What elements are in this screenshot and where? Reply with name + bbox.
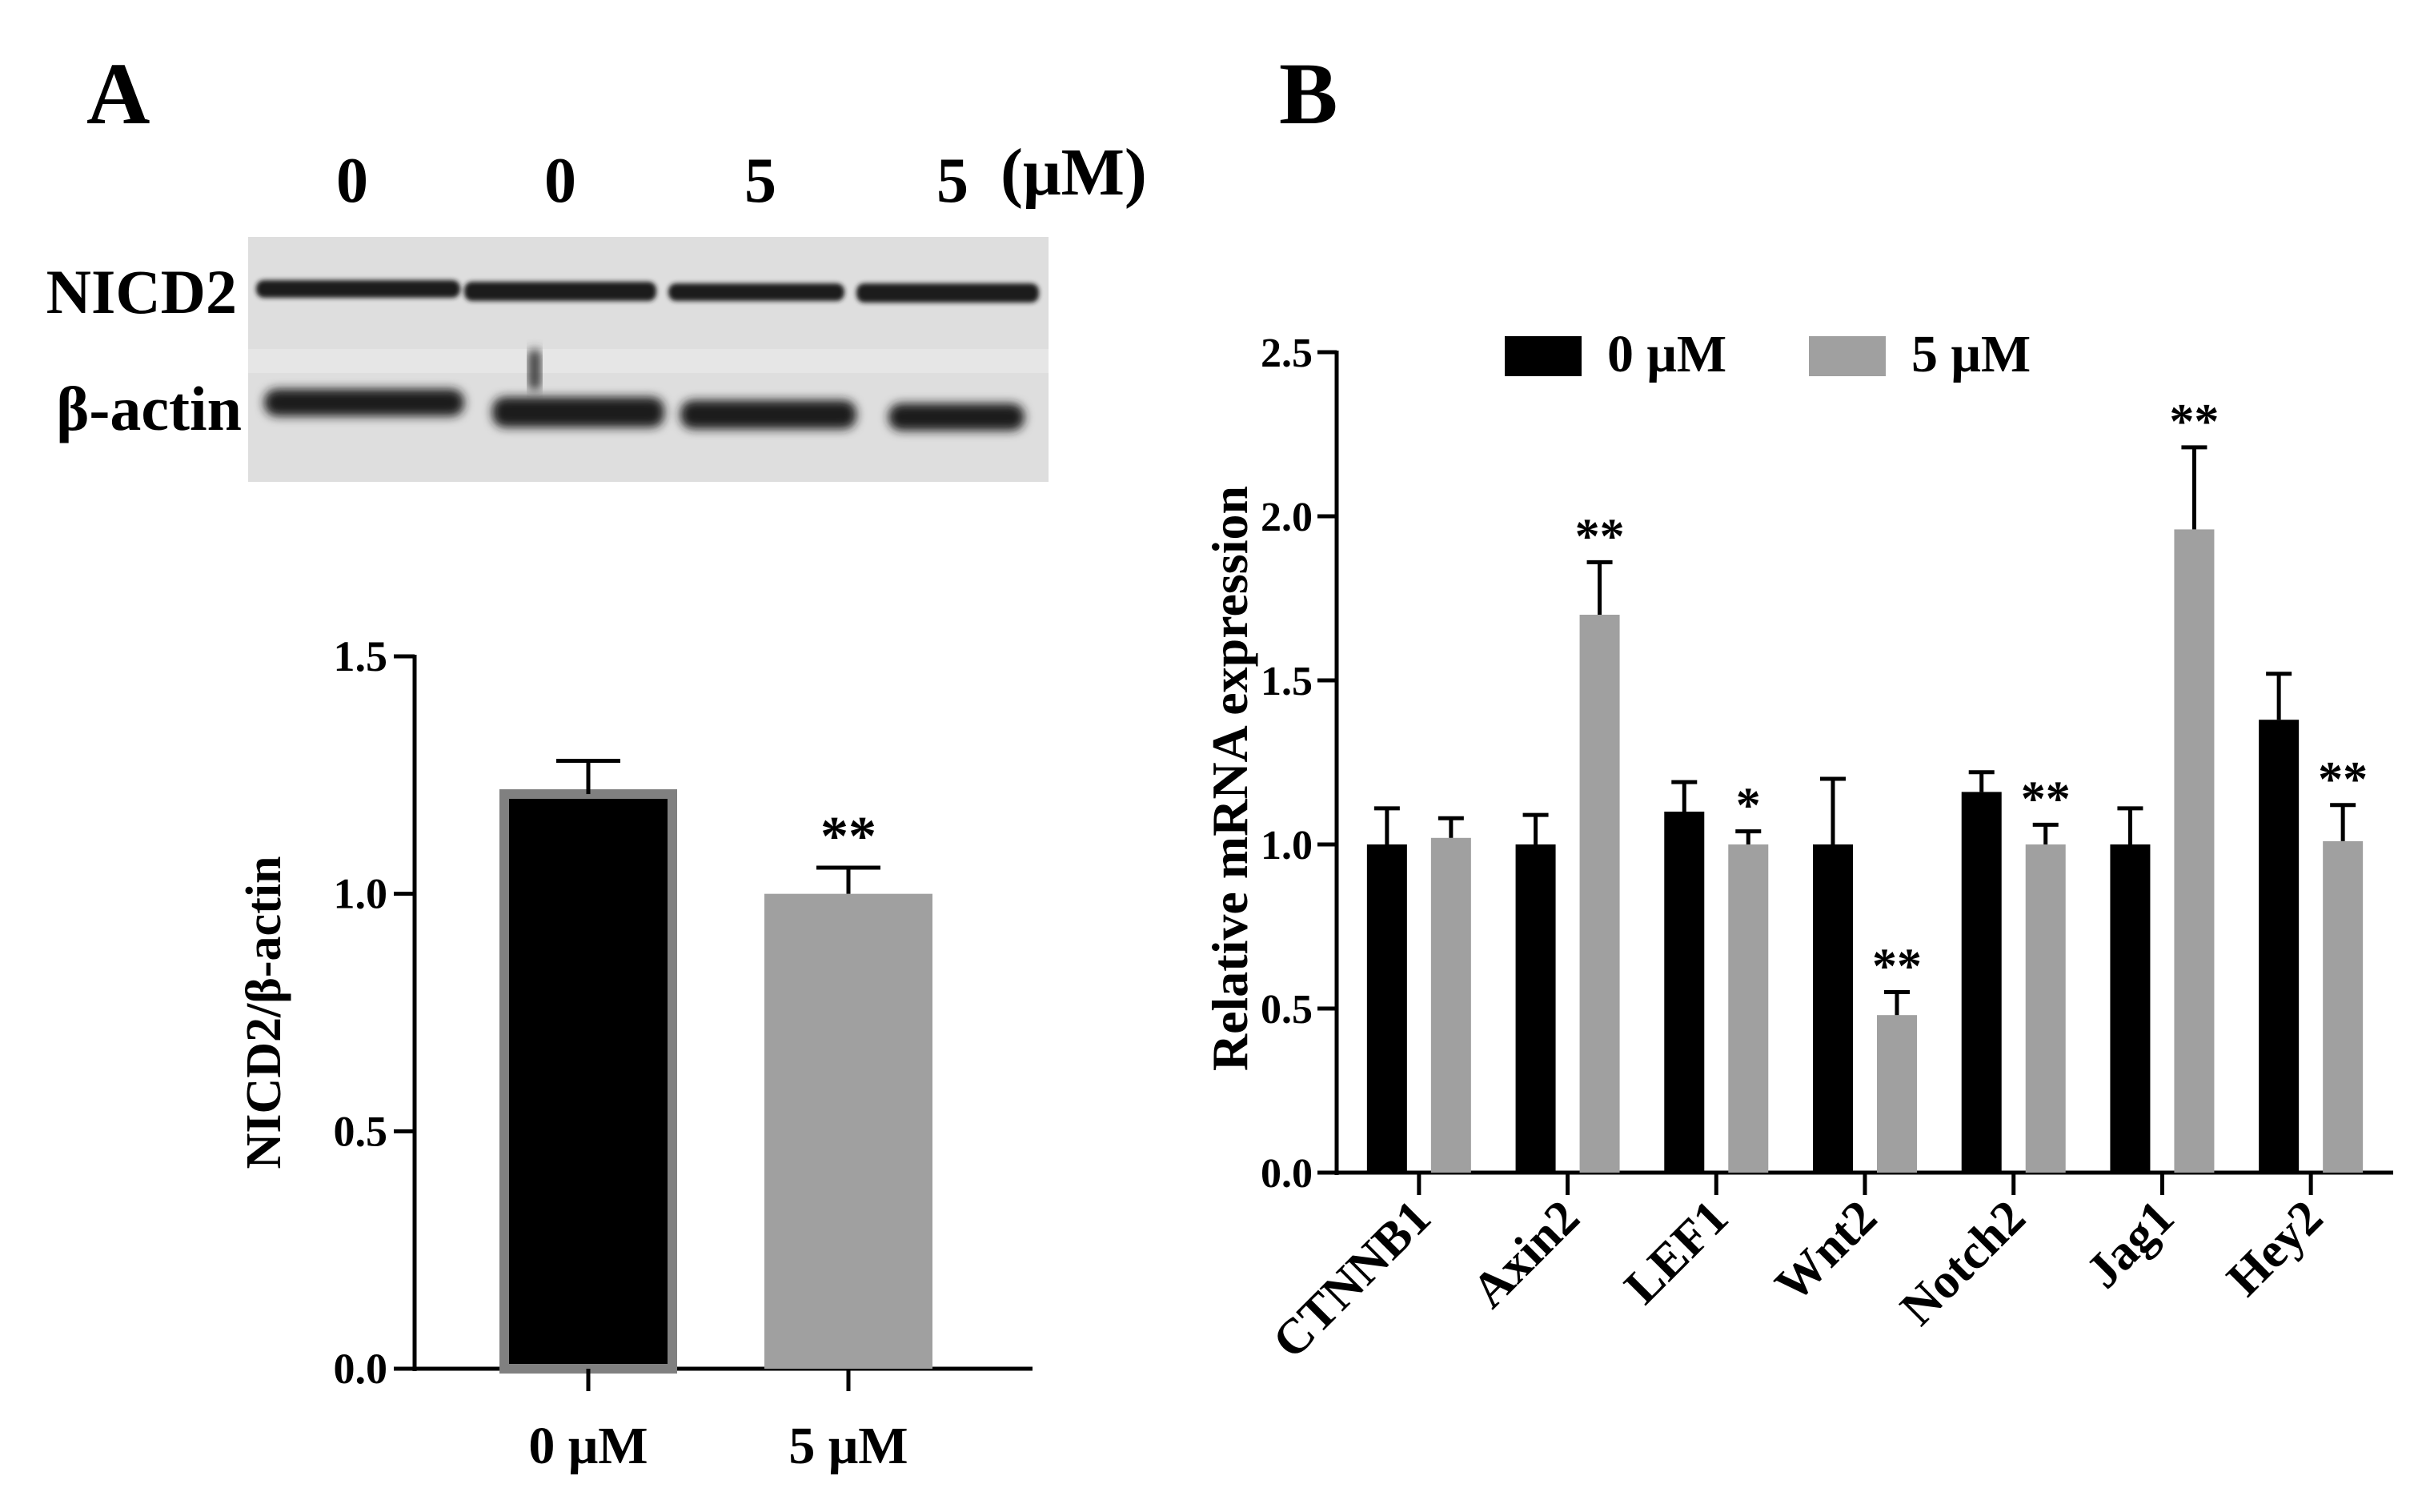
x-tick-label: Jag1 bbox=[2076, 1190, 2185, 1299]
bar bbox=[499, 789, 677, 1374]
significance-label: ** bbox=[1872, 940, 1922, 994]
y-tick-label: 0.0 bbox=[334, 1345, 388, 1393]
bar bbox=[1728, 844, 1769, 1173]
y-tick-label: 1.5 bbox=[334, 632, 388, 680]
x-tick-label: Axin2 bbox=[1462, 1190, 1590, 1318]
western-blot-image bbox=[248, 237, 1049, 482]
lane-label: 0 bbox=[336, 146, 368, 216]
legend-swatch bbox=[1505, 336, 1582, 376]
bar bbox=[1877, 1015, 1917, 1173]
lane-label: 5 bbox=[744, 146, 776, 216]
bar bbox=[1515, 844, 1556, 1173]
y-tick-label: 1.5 bbox=[1261, 659, 1313, 704]
x-tick-label: 0 μM bbox=[528, 1417, 648, 1475]
panel-b-letter: B bbox=[1279, 45, 1338, 142]
bar bbox=[2323, 840, 2364, 1173]
bar bbox=[1430, 837, 1471, 1173]
y-tick-label: 1.0 bbox=[334, 870, 388, 918]
bar bbox=[1813, 844, 1853, 1173]
lane-label: 5 bbox=[936, 146, 968, 216]
significance-label: * bbox=[1736, 779, 1761, 833]
bar bbox=[2174, 529, 2215, 1173]
y-axis-label: NICD2/β-actin bbox=[237, 856, 291, 1169]
lane-label: 0 bbox=[544, 146, 576, 216]
lane-unit-label: (μM) bbox=[1000, 135, 1147, 210]
bar bbox=[2259, 720, 2300, 1173]
x-tick-label: Hey2 bbox=[2217, 1190, 2333, 1306]
bar bbox=[764, 893, 932, 1369]
chart-a: 0.0 0.5 1.0 1.5 0 μM ** 5 μM NICD2/β-actin bbox=[237, 632, 1033, 1475]
x-tick-label: Notch2 bbox=[1891, 1190, 2036, 1336]
bar bbox=[1961, 792, 2002, 1173]
x-tick-label: LEF1 bbox=[1614, 1190, 1738, 1314]
y-tick-label: 2.0 bbox=[1261, 495, 1313, 540]
y-tick-label: 2.5 bbox=[1261, 331, 1313, 376]
y-tick-label: 0.0 bbox=[1261, 1151, 1313, 1197]
legend-swatch bbox=[1809, 336, 1886, 376]
bar bbox=[1664, 812, 1705, 1173]
bar bbox=[2025, 844, 2066, 1173]
significance-label: ** bbox=[2021, 772, 2071, 826]
x-tick-label: Wnt2 bbox=[1765, 1190, 1887, 1313]
significance-label: ** bbox=[2318, 752, 2368, 807]
legend-label: 0 μM bbox=[1607, 325, 1726, 383]
panel-a-letter: A bbox=[86, 45, 150, 142]
x-tick-label: CTNNB1 bbox=[1262, 1190, 1441, 1369]
y-tick-label: 0.5 bbox=[334, 1107, 388, 1155]
band-label-beta-actin: β-actin bbox=[56, 374, 242, 443]
y-axis-label: Relative mRNA expression bbox=[1201, 486, 1258, 1071]
y-tick-label: 1.0 bbox=[1261, 823, 1313, 868]
significance-label: ** bbox=[820, 806, 876, 868]
band-label-nicd2: NICD2 bbox=[46, 257, 237, 327]
bar bbox=[1579, 615, 1620, 1173]
y-tick-label: 0.5 bbox=[1261, 987, 1313, 1033]
significance-label: ** bbox=[2169, 395, 2219, 449]
chart-b: 0.0 0.5 1.0 1.5 2.0 2.5 CTNNB1 ** Axin2 * LEF1 ** Wn… bbox=[1201, 325, 2393, 1369]
bar bbox=[1366, 844, 1407, 1173]
x-tick-label: 5 μM bbox=[788, 1417, 908, 1475]
legend-label: 5 μM bbox=[1911, 325, 2031, 383]
significance-label: ** bbox=[1575, 509, 1625, 563]
bar bbox=[2110, 844, 2151, 1173]
